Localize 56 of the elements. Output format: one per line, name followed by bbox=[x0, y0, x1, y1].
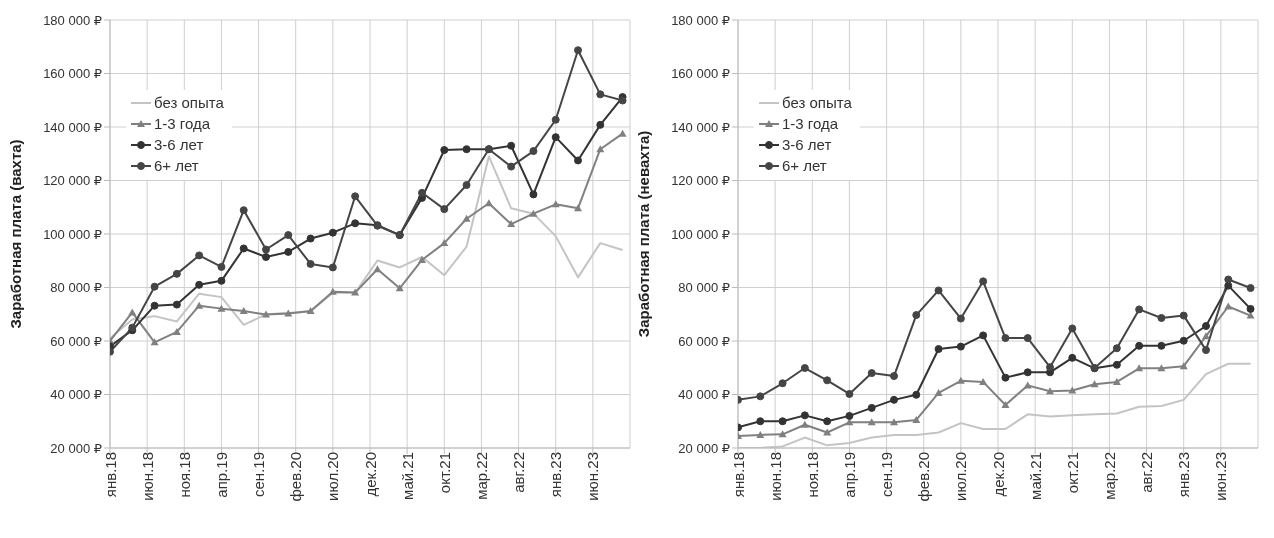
legend-label: 6+ лет bbox=[782, 157, 827, 174]
y-tick-label: 100 000 ₽ bbox=[43, 226, 102, 242]
x-tick-label: фев.20 bbox=[287, 452, 305, 502]
x-tick-label: янв.18 bbox=[101, 452, 119, 498]
x-tick-label: авг.22 bbox=[1138, 452, 1156, 493]
y-tick-label: 20 000 ₽ bbox=[678, 440, 730, 456]
y-tick-label: 100 000 ₽ bbox=[671, 226, 730, 242]
legend-label: 3-6 лет bbox=[782, 136, 832, 153]
y-tick-label: 140 000 ₽ bbox=[43, 119, 102, 135]
x-tick-label: мар.22 bbox=[1101, 452, 1119, 500]
x-tick-label: окт.21 bbox=[1063, 452, 1081, 494]
y-tick-label: 120 000 ₽ bbox=[671, 173, 730, 189]
x-tick-label: июл.20 bbox=[324, 452, 342, 501]
x-tick-label: май.21 bbox=[398, 452, 416, 500]
y-tick-label: 160 000 ₽ bbox=[671, 66, 730, 82]
x-tick-label: апр.19 bbox=[841, 452, 859, 498]
y-tick-label: 160 000 ₽ bbox=[43, 66, 102, 82]
y-tick-label: 80 000 ₽ bbox=[678, 280, 730, 296]
x-tick-label: июл.20 bbox=[952, 452, 970, 501]
x-tick-label: июн.23 bbox=[1212, 452, 1230, 501]
x-tick-label: янв.18 bbox=[729, 452, 747, 498]
y-tick-label: 40 000 ₽ bbox=[678, 387, 730, 403]
y-axis-title: Заработная плата (невахта) bbox=[635, 130, 653, 338]
legend-label: 6+ лет bbox=[154, 157, 199, 174]
x-tick-label: июн.23 bbox=[584, 452, 602, 501]
y-tick-label: 120 000 ₽ bbox=[43, 173, 102, 189]
x-tick-label: дек.20 bbox=[989, 452, 1007, 497]
x-tick-label: апр.19 bbox=[213, 452, 231, 498]
x-tick-label: июн.18 bbox=[766, 452, 784, 501]
x-tick-label: янв.23 bbox=[547, 452, 565, 498]
y-tick-label: 40 000 ₽ bbox=[50, 387, 102, 403]
x-tick-label: сен.19 bbox=[878, 452, 896, 497]
y-tick-label: 180 000 ₽ bbox=[671, 12, 730, 28]
x-tick-label: сен.19 bbox=[250, 452, 268, 497]
x-tick-label: мар.22 bbox=[473, 452, 491, 500]
legend-label: без опыта bbox=[782, 94, 852, 111]
x-tick-label: окт.21 bbox=[435, 452, 453, 494]
y-tick-label: 180 000 ₽ bbox=[43, 12, 102, 28]
y-tick-label: 60 000 ₽ bbox=[678, 333, 730, 349]
legend-label: без опыта bbox=[154, 94, 224, 111]
x-tick-label: май.21 bbox=[1026, 452, 1044, 500]
y-tick-label: 140 000 ₽ bbox=[671, 119, 730, 135]
x-tick-label: ноя.18 bbox=[175, 452, 193, 498]
x-tick-label: фев.20 bbox=[915, 452, 933, 502]
y-tick-label: 80 000 ₽ bbox=[50, 280, 102, 296]
x-tick-label: авг.22 bbox=[510, 452, 528, 493]
legend-label: 1-3 года bbox=[782, 115, 839, 132]
legend-label: 1-3 года bbox=[154, 115, 211, 132]
legend-label: 3-6 лет bbox=[154, 136, 204, 153]
x-tick-label: дек.20 bbox=[361, 452, 379, 497]
y-tick-label: 60 000 ₽ bbox=[50, 333, 102, 349]
y-axis-title: Заработная плата (вахта) bbox=[7, 139, 25, 329]
x-tick-label: июн.18 bbox=[138, 452, 156, 501]
x-tick-label: ноя.18 bbox=[803, 452, 821, 498]
x-tick-label: янв.23 bbox=[1175, 452, 1193, 498]
y-tick-label: 20 000 ₽ bbox=[50, 440, 102, 456]
